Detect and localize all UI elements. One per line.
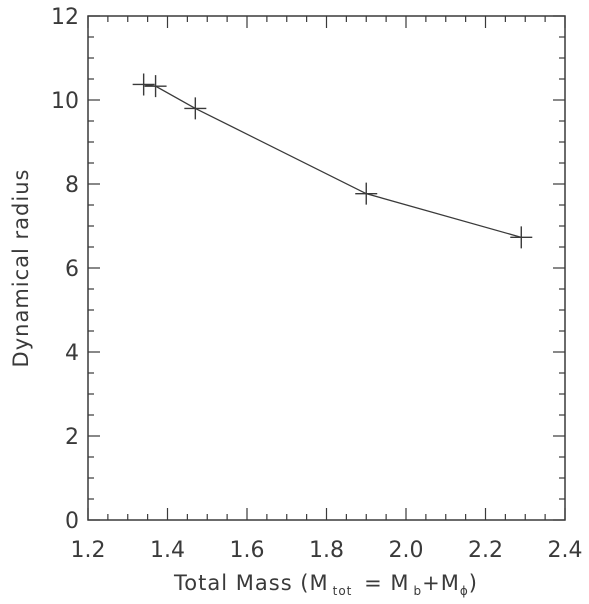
series-group [132, 73, 533, 249]
y-axis-tick-labels: 0 2 4 6 8 10 12 [51, 5, 79, 534]
data-point-marker [184, 97, 207, 120]
y-tick-label: 12 [51, 5, 79, 30]
y-axis-label: Dynamical radius [9, 169, 33, 368]
data-point-marker [355, 182, 378, 205]
x-axis-label-middle: = M [356, 571, 409, 595]
x-axis-label-plus: +M [422, 571, 460, 595]
x-tick-label: 1.4 [150, 538, 185, 563]
y-axis-ticks [88, 15, 565, 521]
y-tick-label: 2 [65, 425, 79, 450]
data-point-marker [132, 73, 155, 96]
x-axis-label-sub-phi: ϕ [460, 584, 469, 598]
x-tick-label: 2.2 [468, 538, 503, 563]
x-tick-label: 1.2 [71, 538, 106, 563]
x-axis-ticks [87, 16, 566, 520]
x-tick-label: 2.4 [548, 538, 583, 563]
x-axis-label-prefix: Total Mass (M [173, 571, 329, 595]
x-axis-label-suffix: ) [469, 571, 478, 595]
x-axis-label: Total Mass (M tot = M b+Mϕ) [173, 571, 478, 598]
data-point-marker [144, 75, 167, 98]
y-tick-label: 6 [65, 257, 79, 282]
x-tick-label: 1.6 [230, 538, 265, 563]
x-tick-label: 2.0 [389, 538, 424, 563]
y-tick-label: 0 [65, 509, 79, 534]
y-tick-label: 8 [65, 173, 79, 198]
x-axis-label-sub-b: b [413, 584, 422, 598]
x-tick-label: 1.8 [309, 538, 344, 563]
plot-frame [87, 15, 566, 521]
y-tick-label: 4 [65, 341, 79, 366]
x-axis-label-sub-tot: tot [333, 584, 353, 598]
x-axis-tick-labels: 1.2 1.4 1.6 1.8 2.0 2.2 2.4 [71, 538, 583, 563]
data-point-marker [510, 226, 533, 249]
y-tick-label: 10 [51, 89, 79, 114]
series-line [143, 83, 522, 238]
